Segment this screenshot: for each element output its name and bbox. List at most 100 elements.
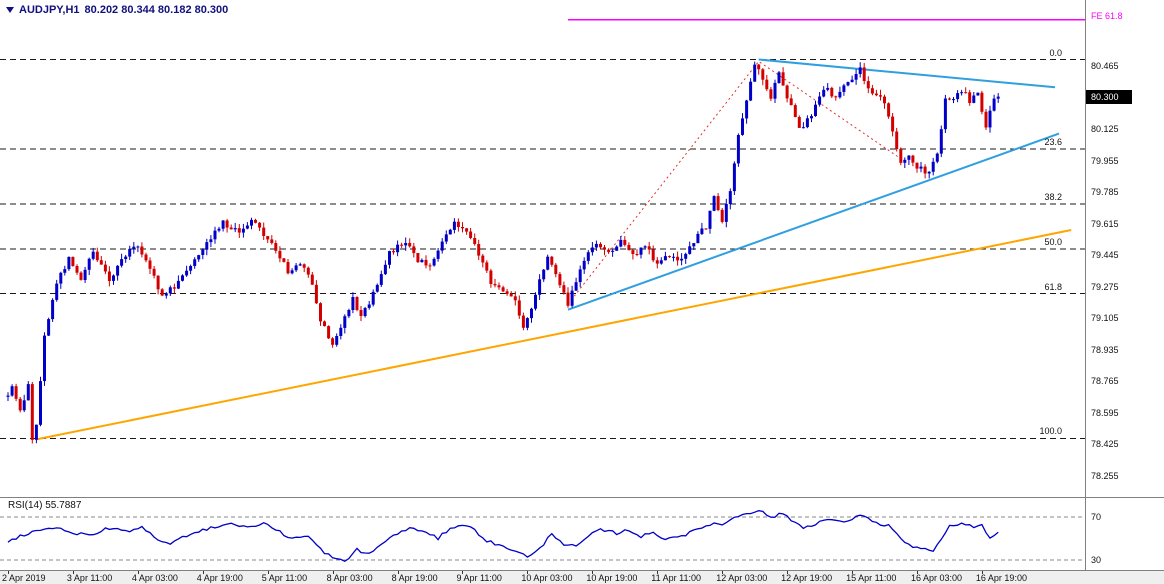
candle-body	[34, 424, 38, 440]
candle-body	[862, 67, 866, 81]
candle-body	[858, 67, 862, 74]
fib-expansion-construction-line[interactable]	[567, 60, 906, 305]
time-axis-label: 12 Apr 03:00	[716, 573, 768, 583]
candle-body	[513, 296, 517, 301]
candle-body	[692, 243, 696, 247]
candle-body	[67, 256, 71, 270]
candle-body	[651, 249, 655, 261]
candle-body	[530, 308, 533, 319]
candle-body	[87, 258, 91, 270]
triangle-lower-trendline[interactable]	[567, 132, 1060, 311]
candle-body	[286, 262, 290, 274]
candle-body	[899, 149, 903, 163]
candle-body	[745, 100, 749, 119]
candle-body	[814, 104, 817, 116]
candle-body	[22, 400, 26, 411]
candle-body	[594, 243, 598, 248]
candle-body	[838, 91, 842, 98]
candle-body	[116, 265, 120, 276]
candle-body	[107, 271, 111, 281]
candle-body	[826, 87, 830, 90]
candle-body	[396, 244, 400, 253]
candle-body	[708, 210, 712, 229]
candle-body	[469, 231, 473, 238]
candle-body	[83, 269, 87, 280]
candle-body	[351, 297, 355, 310]
candle-body	[874, 93, 878, 96]
candle-body	[582, 260, 586, 270]
candle-body	[26, 384, 30, 401]
triangle-upper-trendline[interactable]	[758, 58, 1056, 89]
candle-body	[635, 254, 639, 255]
candle-body	[477, 244, 481, 256]
candle-body	[237, 228, 241, 233]
candle-body	[574, 282, 578, 291]
candle-body	[948, 98, 951, 100]
candle-body	[554, 264, 558, 275]
time-axis-tick	[527, 571, 529, 574]
candle-body	[103, 264, 107, 272]
candle-body	[233, 228, 237, 230]
candle-body	[408, 243, 412, 247]
chart-rsi-divider[interactable]	[0, 497, 1164, 498]
chart-canvas[interactable]	[0, 0, 1085, 570]
candle-body	[6, 395, 10, 397]
price-axis[interactable]: FE 61.8 80.300 70 30 80.465 80.125 79.955 7…	[1085, 0, 1164, 570]
time-axis-tick	[722, 571, 724, 574]
fib-level-label: 100.0	[1039, 426, 1062, 437]
candle-body	[79, 272, 83, 280]
rsi-indicator-label: RSI(14) 55.7887	[8, 500, 82, 511]
candle-body	[700, 228, 704, 234]
candle-body	[976, 92, 980, 96]
candle-body	[696, 233, 700, 244]
candle-body	[801, 127, 805, 129]
candle-body	[854, 74, 858, 80]
candle-body	[724, 204, 728, 222]
long-term-support-trendline[interactable]	[36, 229, 1072, 441]
time-axis-tick	[267, 571, 269, 574]
candle-body	[314, 284, 318, 304]
candle-body	[485, 262, 489, 271]
time-axis-tick	[8, 571, 9, 574]
candle-body	[773, 82, 777, 99]
candle-body	[672, 256, 675, 258]
candle-body	[720, 209, 724, 222]
time-axis[interactable]: 2 Apr 2019 3 Apr 11:00 4 Apr 03:00 4 Apr 19…	[0, 571, 1164, 584]
time-axis-label: 10 Apr 03:00	[521, 573, 573, 583]
candle-body	[347, 310, 351, 317]
candle-body	[952, 99, 955, 101]
candle-body	[939, 129, 943, 154]
candle-body	[781, 72, 785, 86]
candle-body	[132, 246, 136, 249]
rsi-upper-level-label: 70	[1091, 512, 1102, 522]
rsi-timeaxis-divider	[0, 570, 1164, 571]
candle-body	[156, 275, 160, 290]
candle-body	[712, 196, 716, 211]
candle-body	[570, 290, 574, 306]
time-axis-label: 11 Apr 11:00	[651, 573, 701, 583]
candle-body	[274, 243, 278, 251]
candle-body	[631, 250, 635, 254]
price-axis-label: 78.935	[1091, 344, 1119, 355]
candle-body	[335, 336, 339, 345]
candle-body	[850, 79, 854, 83]
candle-body	[181, 275, 184, 281]
candle-body	[319, 303, 322, 322]
time-axis-label: 10 Apr 19:00	[586, 573, 638, 583]
candle-body	[456, 221, 460, 227]
candle-body	[927, 171, 931, 174]
candle-body	[988, 110, 992, 128]
candle-body	[465, 228, 469, 232]
candle-body	[663, 256, 667, 261]
chart-marker-icon	[6, 7, 14, 13]
candle-body	[461, 227, 464, 229]
candle-body	[732, 163, 736, 192]
price-axis-label: 78.255	[1091, 470, 1119, 481]
time-axis-label: 16 Apr 19:00	[975, 573, 1027, 583]
candle-body	[497, 285, 501, 288]
candle-body	[185, 270, 189, 276]
fib-expansion-label: FE 61.8	[1091, 11, 1123, 21]
candle-body	[923, 166, 927, 174]
rsi-lower-level-label: 30	[1091, 555, 1102, 565]
candle-body	[412, 246, 416, 254]
